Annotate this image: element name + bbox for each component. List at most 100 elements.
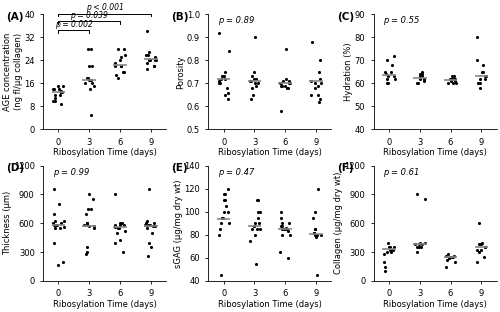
- Point: [285, 81, 293, 86]
- Point: [150, 221, 158, 226]
- Point: [452, 81, 460, 86]
- Text: p = 0.89: p = 0.89: [218, 17, 254, 26]
- Point: [114, 226, 122, 231]
- Point: [49, 98, 57, 103]
- Point: [382, 72, 390, 77]
- Point: [53, 223, 61, 228]
- Point: [120, 69, 128, 74]
- Point: [82, 245, 90, 250]
- Point: [117, 64, 125, 69]
- Point: [452, 79, 460, 84]
- Point: [50, 240, 58, 245]
- Point: [60, 225, 68, 230]
- Point: [116, 58, 124, 63]
- Point: [82, 221, 90, 226]
- Y-axis label: sGAG (µg/mg dry wt): sGAG (µg/mg dry wt): [174, 179, 183, 268]
- Point: [448, 76, 456, 81]
- Point: [277, 109, 285, 114]
- Point: [416, 240, 424, 245]
- Point: [221, 192, 229, 197]
- Point: [218, 74, 226, 79]
- Point: [112, 64, 120, 69]
- Point: [477, 248, 485, 253]
- Point: [56, 226, 64, 231]
- Point: [390, 245, 398, 250]
- Point: [90, 224, 98, 229]
- Point: [86, 192, 94, 197]
- Point: [216, 227, 224, 232]
- Point: [144, 61, 152, 66]
- Point: [150, 64, 158, 69]
- Point: [58, 88, 66, 93]
- Point: [83, 250, 91, 255]
- Point: [442, 264, 450, 269]
- Point: [118, 221, 126, 226]
- Point: [446, 76, 454, 81]
- Point: [414, 81, 422, 86]
- Point: [220, 209, 228, 214]
- Point: [51, 226, 59, 231]
- Point: [217, 273, 225, 278]
- Point: [250, 223, 258, 228]
- Point: [144, 52, 152, 57]
- Point: [88, 64, 96, 69]
- Point: [246, 238, 254, 243]
- Point: [316, 76, 324, 81]
- Point: [315, 69, 323, 74]
- Point: [252, 261, 260, 266]
- Point: [50, 223, 58, 228]
- Point: [150, 64, 158, 69]
- Point: [60, 84, 68, 89]
- Point: [451, 259, 459, 264]
- Point: [252, 83, 260, 88]
- Point: [90, 84, 98, 89]
- Text: p = 0.47: p = 0.47: [218, 168, 254, 177]
- Point: [383, 76, 391, 81]
- Point: [311, 85, 319, 90]
- Point: [224, 209, 232, 214]
- Point: [286, 232, 294, 237]
- Point: [120, 46, 128, 51]
- Point: [215, 232, 223, 237]
- Point: [118, 64, 126, 69]
- Point: [148, 231, 156, 236]
- Point: [278, 227, 286, 232]
- Point: [146, 58, 154, 63]
- Point: [313, 232, 321, 237]
- Point: [83, 221, 91, 226]
- Point: [84, 223, 92, 228]
- Point: [220, 76, 228, 81]
- Point: [113, 231, 121, 236]
- Point: [384, 81, 392, 86]
- Text: (C): (C): [336, 12, 354, 22]
- Point: [418, 69, 426, 74]
- Point: [380, 269, 388, 274]
- Point: [246, 97, 254, 102]
- Text: (E): (E): [172, 163, 188, 173]
- Point: [254, 198, 262, 203]
- Point: [248, 227, 256, 232]
- Point: [278, 223, 286, 228]
- Point: [276, 250, 284, 255]
- Point: [444, 251, 452, 256]
- Point: [256, 221, 264, 226]
- Point: [51, 98, 59, 103]
- Point: [386, 248, 394, 253]
- Point: [86, 78, 94, 83]
- Point: [120, 223, 128, 228]
- Point: [142, 52, 150, 57]
- Point: [224, 49, 232, 54]
- Point: [246, 79, 254, 84]
- Point: [151, 58, 159, 63]
- Y-axis label: Hydration (%): Hydration (%): [344, 42, 354, 101]
- Point: [59, 259, 67, 264]
- Point: [144, 253, 152, 258]
- Point: [450, 74, 458, 79]
- Point: [278, 83, 285, 88]
- Point: [310, 209, 318, 214]
- Point: [384, 74, 392, 79]
- Point: [114, 46, 122, 51]
- Point: [256, 209, 264, 214]
- Point: [254, 81, 262, 86]
- Point: [143, 66, 151, 71]
